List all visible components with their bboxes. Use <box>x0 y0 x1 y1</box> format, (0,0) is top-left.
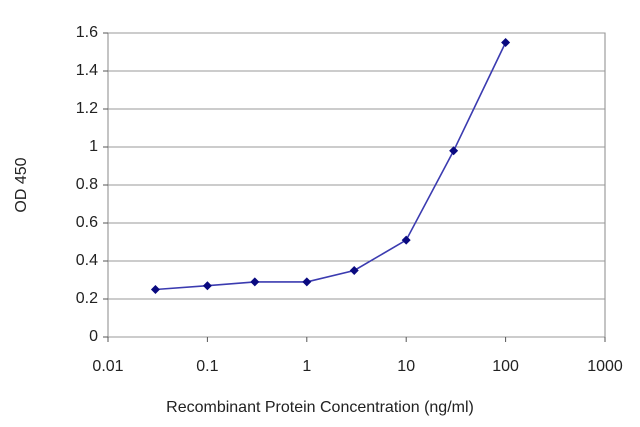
x-tick-label: 1 <box>302 358 311 375</box>
y-tick-label: 0.2 <box>76 290 98 307</box>
x-tick-label: 0.1 <box>196 358 218 375</box>
x-axis-label: Recombinant Protein Concentration (ng/ml… <box>166 399 474 416</box>
x-tick-label: 10 <box>397 358 415 375</box>
y-tick-label: 0 <box>89 328 98 345</box>
data-point <box>349 266 359 275</box>
x-tick-label: 100 <box>492 358 519 375</box>
y-tick-label: 1 <box>89 138 98 155</box>
y-tick-label: 0.6 <box>76 214 98 231</box>
data-point <box>202 281 212 291</box>
data-point <box>250 277 260 287</box>
x-tick-label: 1000 <box>587 358 623 375</box>
y-tick-label: 1.6 <box>76 24 98 41</box>
data-line <box>155 42 507 291</box>
y-axis-label: OD 450 <box>13 157 30 212</box>
data-point <box>302 277 312 287</box>
data-point <box>501 38 511 47</box>
x-tick-label: 0.01 <box>92 358 123 375</box>
y-tick-label: 0.8 <box>76 176 98 193</box>
data-point <box>150 285 160 294</box>
data-point <box>401 235 411 245</box>
data-point <box>449 146 459 156</box>
y-tick-label: 0.4 <box>76 252 98 269</box>
y-tick-label: 1.4 <box>76 62 98 79</box>
y-tick-label: 1.2 <box>76 100 98 117</box>
